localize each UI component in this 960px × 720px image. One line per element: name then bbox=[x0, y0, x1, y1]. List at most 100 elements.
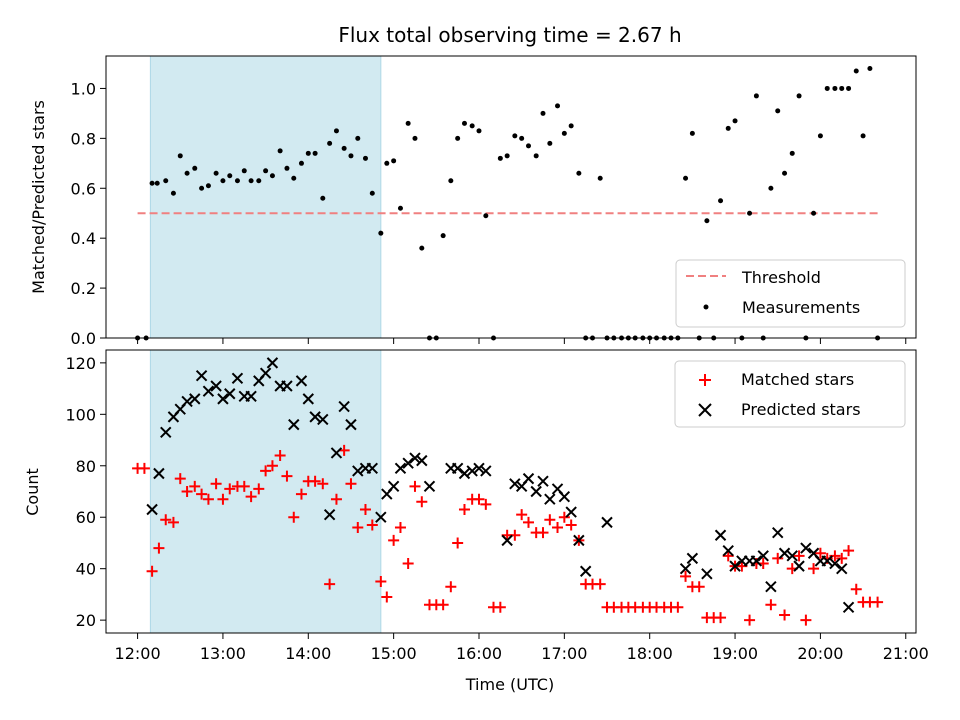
predicted-star-point bbox=[573, 534, 585, 547]
matched-star-point bbox=[537, 527, 549, 539]
predicted-star-point bbox=[423, 480, 436, 493]
measurement-point bbox=[234, 178, 240, 184]
predicted-star-point bbox=[579, 565, 592, 577]
matched-star-point bbox=[317, 478, 329, 490]
measurement-point bbox=[448, 178, 454, 184]
measurement-point bbox=[533, 153, 539, 159]
matched-star-point bbox=[352, 522, 364, 534]
predicted-star-point bbox=[309, 411, 321, 423]
y-tick-label: 1.0 bbox=[71, 79, 96, 98]
predicted-star-point bbox=[473, 462, 485, 475]
matched-star-point bbox=[765, 599, 777, 611]
measurement-point bbox=[504, 153, 510, 159]
y-tick-label: 20 bbox=[76, 611, 96, 630]
measurement-point bbox=[867, 65, 873, 71]
matched-star-point bbox=[402, 558, 414, 570]
predicted-star-point bbox=[330, 447, 343, 459]
matched-star-point bbox=[167, 516, 179, 528]
measurement-point bbox=[555, 103, 561, 109]
predicted-legend-swatch bbox=[698, 403, 712, 417]
matched-star-point bbox=[160, 514, 172, 526]
predicted-star-point bbox=[829, 557, 841, 570]
x-tick-label: 16:00 bbox=[456, 644, 502, 663]
matched-star-point bbox=[189, 480, 201, 492]
measurement-point bbox=[704, 218, 710, 224]
matched-star-point bbox=[174, 473, 186, 485]
predicted-legend-label: Predicted stars bbox=[741, 400, 861, 419]
predicted-star-point bbox=[451, 462, 464, 475]
measurement-point bbox=[177, 153, 183, 159]
matched-star-point bbox=[324, 578, 336, 590]
top-panel: 0.0 0.2 0.4 0.6 0.8 1.0 Matched/Predicted sta… bbox=[29, 55, 917, 348]
predicted-star-point bbox=[522, 472, 535, 485]
matched-star-point bbox=[245, 491, 257, 503]
measurement-point bbox=[440, 233, 446, 239]
matched-star-point bbox=[260, 465, 272, 477]
measurement-point bbox=[384, 160, 390, 166]
matched-star-point bbox=[338, 444, 350, 456]
matched-star-markers bbox=[132, 444, 884, 626]
measurement-point bbox=[163, 178, 169, 184]
predicted-star-point bbox=[146, 503, 158, 516]
x-tick-label: 20:00 bbox=[797, 644, 843, 663]
measurement-point bbox=[256, 178, 262, 184]
predicted-star-point bbox=[302, 393, 314, 405]
predicted-star-point bbox=[750, 555, 763, 567]
measurement-point bbox=[213, 170, 219, 176]
predicted-star-point bbox=[765, 580, 777, 593]
top-legend-box bbox=[675, 259, 906, 328]
matched-star-point bbox=[715, 612, 727, 624]
matched-star-point bbox=[345, 478, 357, 490]
matched-star-point bbox=[196, 488, 208, 500]
measurement-point bbox=[305, 150, 311, 156]
bottom-y-ticks: 20 40 60 80 100 120 bbox=[65, 354, 106, 630]
measurement-point bbox=[312, 150, 318, 156]
measurement-point bbox=[597, 175, 603, 181]
measurement-point bbox=[683, 175, 689, 181]
y-tick-label: 0.0 bbox=[71, 329, 96, 348]
matched-star-point bbox=[210, 478, 222, 490]
y-tick-label: 60 bbox=[76, 508, 96, 527]
matched-star-point bbox=[522, 516, 534, 528]
measurements-legend-label: Measurements bbox=[742, 298, 860, 317]
predicted-star-point bbox=[537, 475, 549, 487]
predicted-star-point bbox=[416, 454, 428, 467]
top-y-ticks: 0.0 0.2 0.4 0.6 0.8 1.0 bbox=[71, 79, 106, 348]
matched-star-point bbox=[473, 493, 485, 505]
matched-star-point bbox=[181, 486, 193, 497]
matched-star-point bbox=[224, 483, 236, 495]
measurement-point bbox=[419, 245, 425, 251]
predicted-star-point bbox=[217, 393, 229, 405]
matched-star-point bbox=[772, 552, 784, 564]
measurement-point bbox=[362, 155, 368, 161]
matched-star-point bbox=[281, 470, 293, 482]
measurement-point bbox=[768, 185, 774, 191]
matched-star-point bbox=[288, 511, 300, 523]
predicted-star-point bbox=[686, 552, 699, 565]
predicted-star-point bbox=[394, 462, 407, 475]
matched-star-point bbox=[458, 504, 470, 516]
measurement-point bbox=[469, 123, 475, 129]
predicted-star-point bbox=[409, 452, 421, 464]
measurement-point bbox=[269, 173, 275, 179]
matched-star-point bbox=[437, 599, 449, 611]
measurement-point bbox=[369, 190, 375, 196]
matched-star-point bbox=[366, 519, 378, 531]
matched-star-point bbox=[843, 545, 855, 557]
matched-star-point bbox=[814, 547, 826, 559]
x-tick-label: 17:00 bbox=[541, 644, 587, 663]
predicted-star-point bbox=[722, 544, 734, 557]
matched-star-point bbox=[836, 552, 848, 564]
matched-star-point bbox=[309, 475, 321, 487]
measurement-point bbox=[184, 170, 190, 176]
measurement-point bbox=[811, 210, 817, 216]
predicted-star-point bbox=[793, 560, 805, 572]
measurement-point bbox=[355, 135, 361, 141]
bottom-legend: Matched stars Predicted stars bbox=[674, 360, 906, 428]
bottom-ylabel: Count bbox=[23, 468, 42, 516]
measurement-point bbox=[540, 110, 546, 116]
measurement-point bbox=[348, 153, 354, 159]
matched-star-point bbox=[480, 498, 492, 510]
matched-star-point bbox=[452, 537, 464, 549]
predicted-star-point bbox=[714, 529, 727, 541]
